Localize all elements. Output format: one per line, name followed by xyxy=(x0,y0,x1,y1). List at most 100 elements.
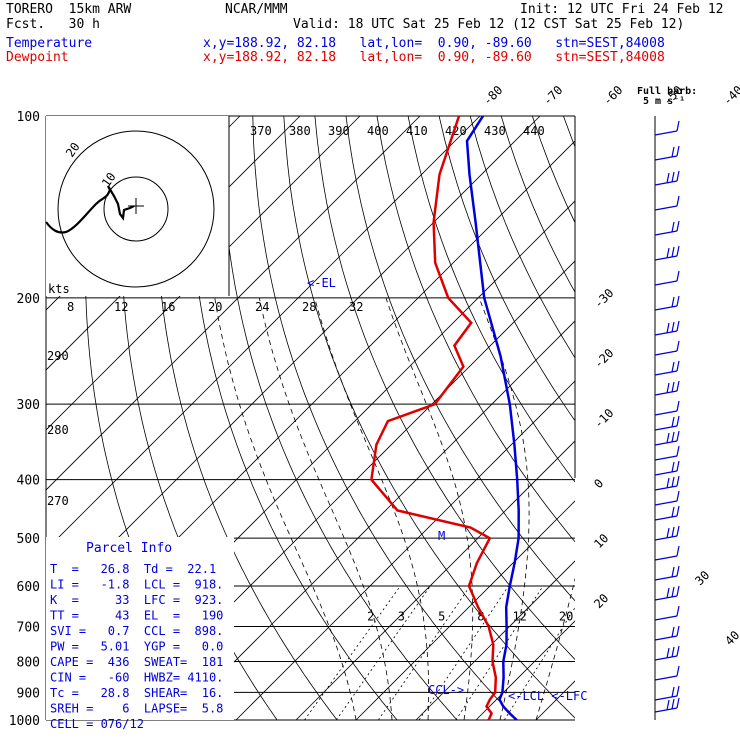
wind-barb-column: Full barb: 5 m s⁻¹ xyxy=(637,86,697,720)
speed-label: 24 xyxy=(255,300,269,314)
dry-adiabat-line xyxy=(283,116,575,719)
theta-label: 410 xyxy=(406,124,428,138)
pressure-label: 700 xyxy=(17,620,40,635)
theta-left-label: 270 xyxy=(47,494,69,508)
wind-barb xyxy=(654,400,680,416)
wind-barb xyxy=(654,525,680,541)
theta-label: 430 xyxy=(484,124,506,138)
wind-barb xyxy=(654,665,680,681)
isotherm-line xyxy=(355,500,575,720)
parcel-info-row: SREH = 6 LAPSE= 5.8 xyxy=(50,702,223,716)
theta-left-label: 280 xyxy=(47,423,69,437)
parcel-info-box: Parcel Info T = 26.8 Td = 22.1 LI = -1.8 … xyxy=(46,537,234,731)
wind-barb xyxy=(654,605,680,621)
isotherm-line xyxy=(235,380,575,720)
isotherm-label: 10 xyxy=(591,531,611,551)
moist-adiabat-line xyxy=(385,297,474,720)
speed-label-group: 8 12 16 20 24 28 32 xyxy=(67,300,363,314)
wind-barb xyxy=(654,585,680,601)
wind-barb xyxy=(654,697,680,713)
isotherm-line xyxy=(46,116,421,491)
wind-barb xyxy=(654,245,680,261)
pressure-label: 400 xyxy=(17,474,40,489)
speed-label: 28 xyxy=(302,300,316,314)
dry-adiabat-line xyxy=(438,116,575,422)
mixing-ratio-label: 2 xyxy=(367,609,374,623)
speed-label: 16 xyxy=(161,300,175,314)
parcel-info-background xyxy=(46,537,234,720)
parcel-info-row: T = 26.8 Td = 22.1 xyxy=(50,562,216,576)
isotherm-line xyxy=(596,116,740,720)
hodograph-ring-label-outer: 20 xyxy=(63,140,83,160)
wind-barb xyxy=(654,340,680,356)
m-annotation: M xyxy=(438,529,445,543)
pressure-label: 900 xyxy=(17,686,40,701)
isotherm-line xyxy=(46,116,541,611)
wind-barb xyxy=(654,380,680,396)
theta-label: 370 xyxy=(250,124,272,138)
isotherm-label: -70 xyxy=(540,83,565,108)
isotherm-line xyxy=(46,116,481,551)
isotherm-line xyxy=(46,116,361,431)
barb-legend-line1: Full barb: xyxy=(637,86,697,97)
isotherm-line xyxy=(295,440,575,720)
wind-barb xyxy=(654,320,680,336)
wind-barb xyxy=(654,195,680,211)
isotherm-label: -40 xyxy=(720,83,740,108)
dewpoint-profile xyxy=(370,116,498,720)
wind-barb xyxy=(654,295,680,311)
moist-adiabat-line xyxy=(478,297,530,720)
hodograph-ring-inner xyxy=(103,176,169,242)
dry-adiabat-line xyxy=(221,116,458,720)
mixing-ratio-line xyxy=(377,585,471,720)
hodograph-ring-label-inner: 10 xyxy=(99,170,119,190)
dry-adiabat-line xyxy=(188,116,398,720)
mixing-ratio-line xyxy=(455,585,544,720)
wind-barbs xyxy=(654,120,680,713)
moist-adiabat-line xyxy=(535,577,575,720)
parcel-info-rows: T = 26.8 Td = 22.1 LI = -1.8 LCL = 918.K … xyxy=(50,562,223,731)
parcel-info-row: K = 33 LFC = 923. xyxy=(50,593,223,607)
dewpoint-line xyxy=(370,116,498,720)
wind-barb xyxy=(654,430,680,446)
temperature-line xyxy=(465,116,520,720)
speed-label: 8 xyxy=(67,300,74,314)
hodograph: 20 10 kts xyxy=(45,116,230,296)
wind-barb xyxy=(654,460,680,476)
isotherm-line xyxy=(175,320,575,720)
parcel-info-row: CAPE = 436 SWEAT= 181 xyxy=(50,655,223,669)
theta-label: 440 xyxy=(523,124,545,138)
wind-barb xyxy=(654,490,680,506)
dewpoint-location-info: x,y=188.92, 82.18 lat,lon= 0.90, -89.60 … xyxy=(203,50,665,65)
speed-label: 20 xyxy=(208,300,222,314)
wind-barb xyxy=(654,685,680,701)
pressure-label: 100 xyxy=(17,110,40,125)
header-init: Init: 12 UTC Fri 24 Feb 12 xyxy=(520,2,724,17)
wind-barb xyxy=(654,360,680,376)
header-model: TORERO 15km ARW xyxy=(6,2,132,17)
mixing-ratio-line xyxy=(503,606,575,720)
theta-label: 380 xyxy=(289,124,311,138)
barb-legend-line2: 5 m s⁻¹ xyxy=(643,96,685,107)
ccl-annotation: CCL-> xyxy=(428,683,464,697)
theta-left-label: 290 xyxy=(47,349,69,363)
mixing-ratio-line xyxy=(418,585,509,720)
isotherm-label: -60 xyxy=(600,83,625,108)
wind-barb xyxy=(654,220,680,236)
mixing-ratio-group xyxy=(304,585,575,720)
dry-adiabat-line xyxy=(155,116,338,720)
theta-label: 390 xyxy=(328,124,350,138)
dry-adiabat-line xyxy=(563,116,575,148)
parcel-info-row: Tc = 28.8 SHEAR= 16. xyxy=(50,686,223,700)
pressure-label: 200 xyxy=(17,292,40,307)
wind-barb xyxy=(654,645,680,661)
pressure-label: 300 xyxy=(17,398,40,413)
hodograph-ring-outer xyxy=(57,130,215,288)
lcl-lfc-annotation: <-LCL <-LFC xyxy=(508,689,587,703)
dry-adiabat-line xyxy=(345,116,575,602)
mixing-ratio-line xyxy=(304,585,401,720)
pressure-label: 1000 xyxy=(9,714,40,729)
mixing-ratio-label: 12 xyxy=(512,609,526,623)
hodograph-unit-label: kts xyxy=(48,282,70,296)
